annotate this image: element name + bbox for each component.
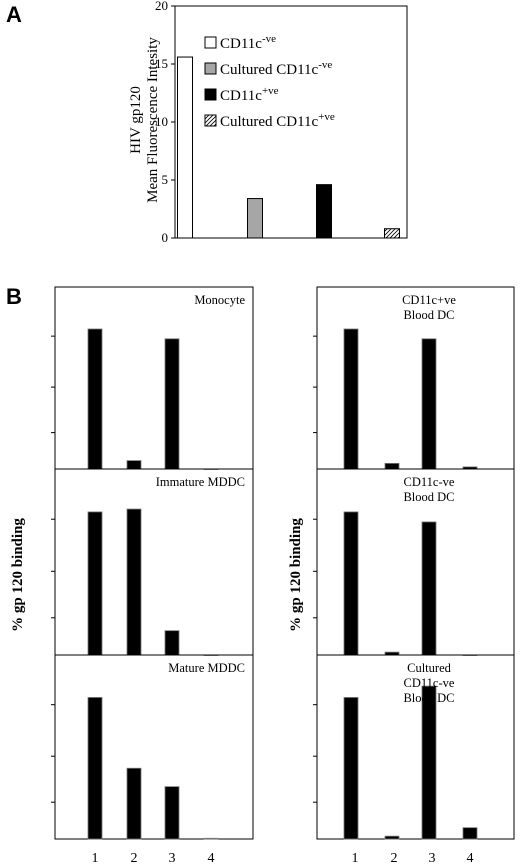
panel-a-legend-swatch: [204, 36, 217, 49]
panel-b-bar: [126, 767, 142, 840]
panel-a-bar: [384, 228, 400, 239]
panel-a-legend-swatch: [204, 114, 217, 127]
panel-a-legend-label: Cultured CD11c+ve: [220, 111, 335, 130]
panel-b-title: Monocyte: [194, 293, 245, 307]
panel-b-bar: [87, 328, 103, 470]
panel-b-subplot-left-2: Mature MDDC: [51, 654, 254, 840]
panel-b-subplot-left-1: Immature MDDC: [51, 468, 254, 656]
panel-b-frame: [54, 286, 254, 470]
panel-a-ytick-label: 10: [155, 114, 168, 129]
panel-b-bar: [126, 460, 142, 470]
panel-a-ylabel: HIV gp120 Mean Fluorescence Intesity: [128, 37, 161, 203]
panel-b-title: CD11c-ve: [404, 475, 455, 489]
panel-a-legend-swatch: [204, 88, 217, 101]
panel-b-title: CD11c+ve: [402, 293, 456, 307]
panel-b-bar: [164, 630, 180, 656]
panel-b-xtick-label: 3: [169, 851, 176, 866]
panel-a-ytick-label: 0: [162, 230, 169, 245]
panel-b-ylabel-right: % gp 120 binding: [288, 518, 304, 632]
panel-b-bar: [343, 511, 359, 656]
panel-b-xtick-label: 2: [391, 851, 398, 866]
panel-a-ytick-label: 5: [162, 172, 169, 187]
panel-b-title: Cultured: [407, 661, 451, 675]
panel-a-legend-label: CD11c+ve: [220, 85, 279, 104]
panel-b-bar: [126, 508, 142, 656]
panel-b-bar: [462, 827, 478, 840]
panel-b-xtick-label: 2: [131, 851, 138, 866]
panel-b-frame: [54, 654, 254, 840]
panel-b-bar: [421, 521, 437, 656]
panel-b-frame: [316, 654, 515, 840]
panel-b-charts: Monocyte Immature MDDC Mature MDDC CD11c+ve…: [51, 286, 515, 866]
panel-b-xtick-label: 1: [352, 851, 359, 866]
panel-b-xtick-label: 4: [467, 851, 474, 866]
panel-a-label: A: [6, 2, 22, 27]
panel-b-bar: [87, 511, 103, 656]
panel-b-bar: [203, 837, 219, 840]
panel-b-bar: [343, 697, 359, 840]
panel-a-ylabel-line1: HIV gp120: [128, 86, 144, 154]
panel-b-subplot-left-0: Monocyte: [51, 286, 254, 470]
panel-a-bar: [177, 56, 193, 239]
panel-b-title: Mature MDDC: [168, 661, 245, 675]
panel-b-title: Immature MDDC: [156, 475, 245, 489]
panel-a-bar: [247, 198, 263, 239]
panel-b-title: Blood DC: [403, 308, 454, 322]
panel-b-title: CD11c-ve: [404, 676, 455, 690]
panel-b-bar: [421, 685, 437, 840]
panel-b-bar: [421, 338, 437, 470]
panel-a-ylabel-line2: Mean Fluorescence Intesity: [145, 37, 161, 203]
panel-a-legend-label: Cultured CD11c-ve: [220, 59, 332, 78]
panel-b-bar: [164, 786, 180, 840]
panel-b-ylabel-left: % gp 120 binding: [10, 518, 26, 632]
panel-b-xtick-label: 1: [92, 851, 99, 866]
panel-a-legend-swatch: [204, 62, 217, 75]
panel-a-ytick-label: 15: [155, 56, 168, 71]
panel-a-bar: [316, 184, 332, 239]
panel-a-legend-label: CD11c-ve: [220, 33, 276, 52]
panel-a-ytick-label: 20: [155, 0, 168, 13]
panel-b-bar: [343, 328, 359, 470]
panel-b-bar: [87, 697, 103, 840]
panel-b-bar: [384, 462, 400, 470]
panel-b-label: B: [6, 284, 22, 309]
panel-b-xtick-label: 3: [429, 851, 436, 866]
panel-b-xtick-label: 4: [208, 851, 215, 866]
panel-b-title: Blood DC: [403, 490, 454, 504]
panel-b-title: Blood DC: [403, 691, 454, 705]
panel-b-bar: [164, 338, 180, 470]
panel-b-frame: [54, 468, 254, 656]
panel-b-bar: [384, 835, 400, 840]
panel-a-chart: 0 5 10 15 20 CD11c-ve Cultured CD11c-ve CD11c+v…: [155, 0, 408, 245]
